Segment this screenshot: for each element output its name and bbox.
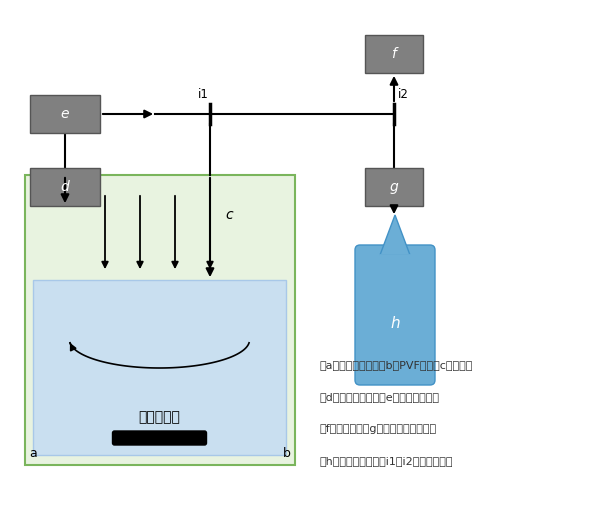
Bar (30, 95, 100, 133)
Bar (365, 168, 423, 206)
Text: i1: i1 (198, 88, 209, 101)
Text: （f）真空泵，（g）气体质量流量计，: （f）真空泵，（g）气体质量流量计， (320, 424, 437, 434)
Text: b: b (283, 447, 291, 460)
Text: （d）气体输送泵，（e）气相色谱仪，: （d）气体输送泵，（e）气相色谱仪， (320, 392, 440, 402)
Text: i2: i2 (398, 88, 409, 101)
Bar (365, 35, 423, 73)
FancyBboxPatch shape (113, 431, 206, 445)
Text: g: g (389, 180, 398, 194)
Bar (25, 175, 295, 465)
Bar (30, 168, 100, 206)
Text: e: e (61, 107, 69, 121)
Bar (33, 280, 286, 455)
Text: c: c (225, 208, 233, 222)
Text: 活性炭样品: 活性炭样品 (139, 410, 181, 424)
Text: d: d (61, 180, 70, 194)
Text: （a）恒温试验筱，（b）PVF袋，（c）光源，: （a）恒温试验筱，（b）PVF袋，（c）光源， (320, 360, 473, 370)
FancyBboxPatch shape (355, 245, 435, 385)
Polygon shape (380, 215, 410, 255)
Text: a: a (29, 447, 37, 460)
Text: f: f (392, 47, 397, 61)
Text: （h）甲苯气体，和（i1－i2）三端口值。: （h）甲苯气体，和（i1－i2）三端口值。 (320, 456, 454, 466)
Text: h: h (390, 316, 400, 330)
